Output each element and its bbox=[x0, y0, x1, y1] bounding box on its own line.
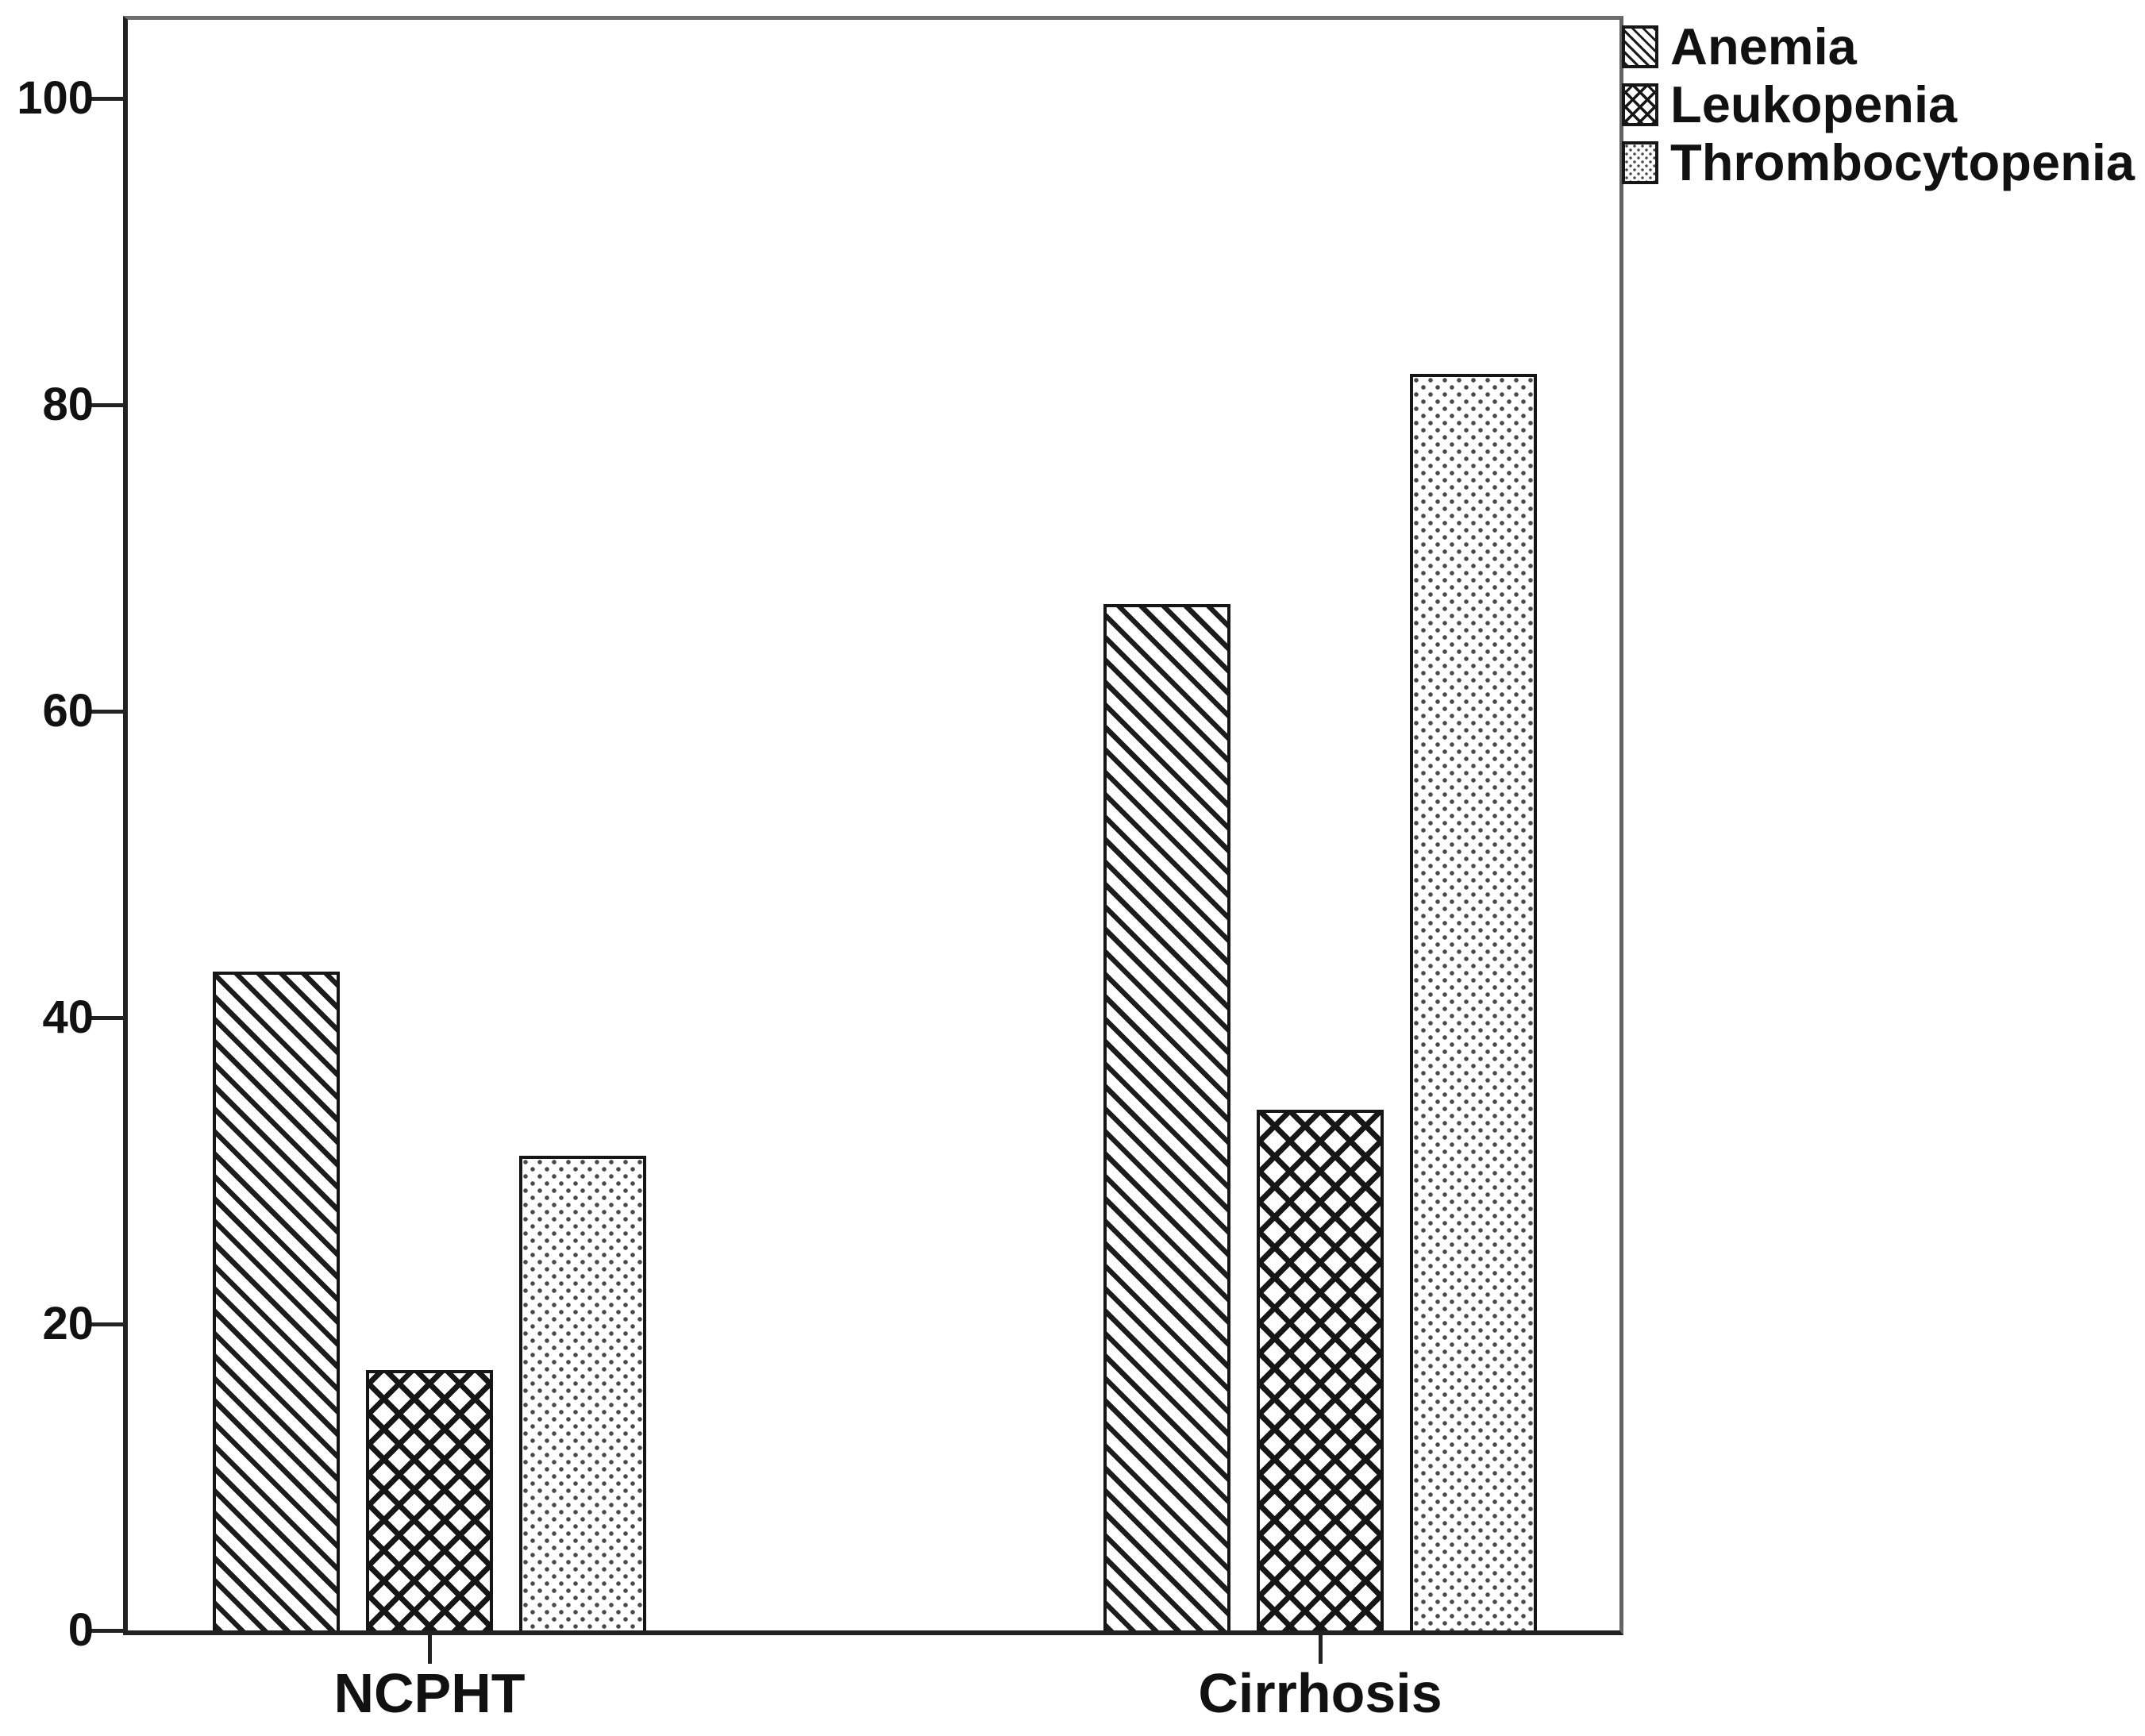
y-axis-tick bbox=[90, 1015, 125, 1020]
x-axis-tick bbox=[427, 1635, 432, 1664]
legend-item-anemia: Anemia bbox=[1622, 17, 2135, 75]
bar-leukopenia-cirrhosis bbox=[1257, 1110, 1384, 1630]
legend-item-leukopenia: Leukopenia bbox=[1622, 75, 2135, 133]
x-axis-category-label: Cirrhosis bbox=[1198, 1662, 1442, 1724]
legend-label: Anemia bbox=[1670, 17, 1857, 75]
y-axis-tick-label: 0 bbox=[67, 1604, 94, 1656]
y-axis-tick bbox=[90, 402, 125, 407]
y-axis-tick-label: 60 bbox=[42, 685, 94, 737]
y-axis-tick bbox=[90, 709, 125, 714]
bar-thrombocytopenia-ncpht bbox=[519, 1156, 646, 1630]
y-axis-tick-label: 100 bbox=[17, 72, 94, 124]
legend-label: Leukopenia bbox=[1670, 75, 1958, 133]
y-axis-tick-label: 80 bbox=[42, 379, 94, 430]
diagonal-hatch-swatch-icon bbox=[1622, 25, 1658, 68]
plot-area bbox=[123, 16, 1623, 1635]
legend-item-thrombocytopenia: Thrombocytopenia bbox=[1622, 133, 2135, 191]
y-axis-tick-label: 40 bbox=[42, 991, 94, 1043]
y-axis-tick bbox=[90, 1322, 125, 1326]
y-axis-tick bbox=[90, 96, 125, 101]
y-axis-tick bbox=[90, 1628, 125, 1633]
bar-leukopenia-ncpht bbox=[366, 1370, 493, 1630]
bar-thrombocytopenia-cirrhosis bbox=[1410, 374, 1537, 1630]
dots-swatch-icon bbox=[1622, 140, 1658, 184]
x-axis-category-label: NCPHT bbox=[333, 1662, 526, 1724]
crosshatch-swatch-icon bbox=[1622, 83, 1658, 126]
y-axis-tick-label: 20 bbox=[42, 1298, 94, 1349]
legend: Anemia Leukopenia Thrombocytopenia bbox=[1622, 17, 2135, 191]
bar-anemia-ncpht bbox=[213, 972, 340, 1630]
x-axis-tick bbox=[1318, 1635, 1323, 1664]
legend-label: Thrombocytopenia bbox=[1670, 133, 2135, 191]
bar-anemia-cirrhosis bbox=[1103, 604, 1230, 1630]
